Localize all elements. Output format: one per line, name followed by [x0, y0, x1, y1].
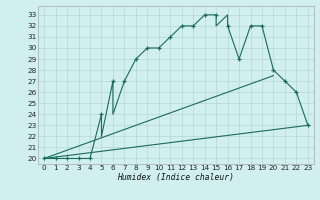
X-axis label: Humidex (Indice chaleur): Humidex (Indice chaleur): [117, 173, 235, 182]
